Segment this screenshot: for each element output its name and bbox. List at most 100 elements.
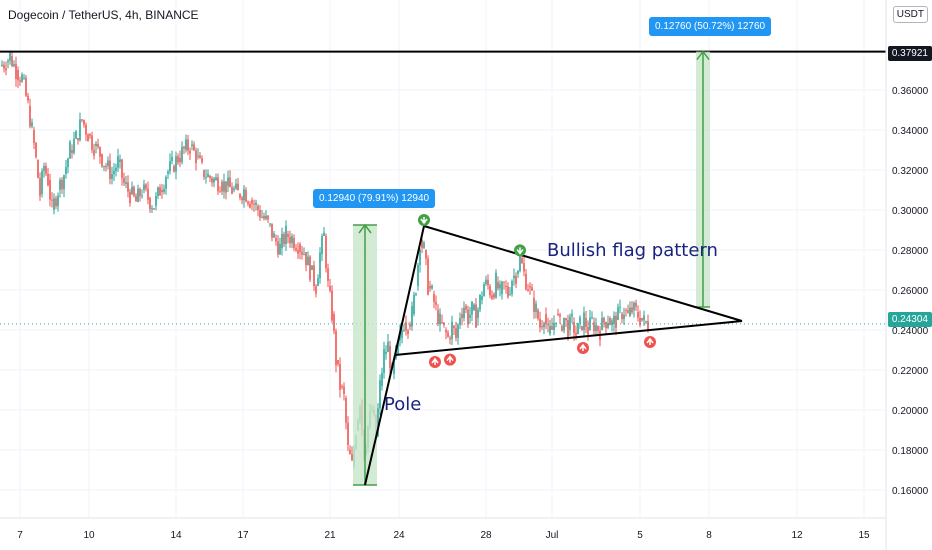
candle-body — [635, 302, 637, 307]
candle-body — [13, 64, 15, 66]
candle-body — [647, 321, 649, 331]
currency-button[interactable]: USDT — [892, 6, 928, 23]
candle-body — [585, 318, 587, 327]
candle-body — [291, 236, 293, 244]
candle-body — [245, 190, 247, 202]
candle-body — [23, 77, 25, 79]
candle-body — [627, 310, 629, 313]
candle-body — [257, 206, 259, 211]
candle-body — [447, 332, 449, 337]
candle-body — [409, 324, 411, 327]
candle-body — [97, 143, 99, 147]
candle-body — [327, 268, 329, 281]
candle-body — [121, 159, 123, 178]
x-tick-label: 7 — [17, 530, 23, 541]
x-tick-label: 28 — [480, 530, 492, 541]
candle-body — [29, 106, 31, 127]
candle-body — [535, 303, 537, 312]
candle-body — [117, 156, 119, 168]
candle-body — [55, 198, 57, 207]
candle-body — [41, 170, 43, 194]
candle-body — [625, 310, 627, 311]
candle-body — [477, 309, 479, 318]
candle-body — [309, 256, 311, 280]
candle-body — [239, 194, 241, 198]
candle-body — [569, 316, 571, 330]
candle-body — [263, 216, 265, 219]
candle-body — [271, 223, 273, 238]
candle-body — [313, 265, 315, 287]
candle-body — [43, 166, 45, 171]
candle-body — [105, 165, 107, 168]
y-tick-label: 0.34000 — [892, 126, 929, 137]
candle-body — [237, 183, 239, 191]
candle-body — [567, 320, 569, 340]
candle-body — [431, 285, 433, 289]
candle-body — [611, 320, 613, 326]
candle-body — [621, 314, 623, 320]
target-measure-label[interactable]: 0.12760 (50.72%) 12760 — [649, 17, 772, 36]
y-tick-label: 0.26000 — [892, 286, 929, 297]
candle-body — [141, 195, 143, 197]
candle-body — [643, 315, 645, 321]
candle-body — [101, 154, 103, 167]
pole-line-upper — [394, 225, 425, 356]
candle-body — [247, 201, 249, 204]
candle-body — [645, 321, 647, 323]
candle-body — [299, 244, 301, 252]
candle-body — [45, 166, 47, 174]
candle-body — [385, 352, 387, 354]
candle-body — [49, 180, 51, 200]
candle-body — [341, 386, 343, 387]
candle-body — [319, 252, 321, 279]
candle-body — [347, 422, 349, 445]
candle-body — [89, 134, 91, 136]
candle-body — [633, 302, 635, 310]
candle-body — [177, 156, 179, 163]
candle-body — [519, 254, 521, 272]
candle-body — [593, 322, 595, 332]
pole-measure-label[interactable]: 0.12940 (79.91%) 12940 — [313, 189, 436, 208]
pole-annotation: Pole — [384, 394, 422, 415]
candle-body — [161, 190, 163, 193]
candle-body — [525, 274, 527, 290]
candle-body — [415, 293, 417, 295]
candle-body — [549, 325, 551, 334]
candle-body — [331, 290, 333, 321]
candle-body — [227, 177, 229, 186]
candle-body — [61, 179, 63, 190]
candle-body — [19, 80, 21, 82]
candle-body — [63, 175, 65, 190]
candle-body — [503, 281, 505, 283]
candle-body — [551, 325, 553, 330]
candle-body — [459, 318, 461, 325]
candle-body — [255, 202, 257, 205]
candle-body — [509, 293, 511, 295]
resistance-price-tag: 0.37921 — [887, 46, 932, 61]
y-tick-label: 0.22000 — [892, 366, 929, 377]
flag-top-marker-glyph — [420, 217, 428, 225]
candle-body — [85, 124, 87, 135]
candle-body — [407, 330, 409, 334]
candle-body — [5, 68, 7, 71]
candle-body — [167, 171, 169, 174]
candle-body — [81, 119, 83, 121]
candle-body — [387, 341, 389, 353]
candle-body — [159, 187, 161, 196]
candle-body — [339, 364, 341, 390]
candle-body — [527, 289, 529, 291]
candle-body — [261, 216, 263, 218]
candle-body — [195, 150, 197, 164]
candle-body — [125, 182, 127, 184]
candle-body — [301, 251, 303, 255]
candle-body — [555, 322, 557, 324]
x-tick-label: 24 — [393, 530, 405, 541]
candle-body — [609, 318, 611, 326]
candle-body — [295, 248, 297, 251]
y-tick-label: 0.18000 — [892, 446, 929, 457]
candle-body — [267, 215, 269, 220]
candle-body — [7, 60, 9, 62]
candle-body — [561, 326, 563, 331]
candle-body — [379, 380, 381, 409]
